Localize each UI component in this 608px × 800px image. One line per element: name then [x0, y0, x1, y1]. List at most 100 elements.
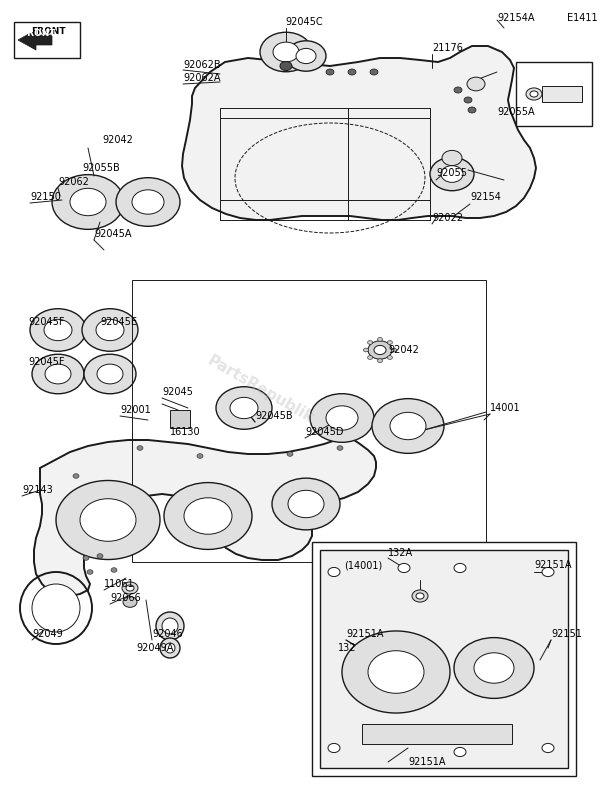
Ellipse shape — [454, 563, 466, 573]
Text: 92062A: 92062A — [183, 73, 221, 83]
Text: 92045E: 92045E — [100, 317, 137, 327]
Ellipse shape — [87, 570, 93, 574]
Ellipse shape — [342, 631, 450, 713]
Ellipse shape — [164, 482, 252, 550]
Ellipse shape — [368, 356, 373, 359]
Bar — [542, 86, 582, 102]
Ellipse shape — [260, 32, 312, 72]
Text: 92143: 92143 — [22, 485, 53, 495]
Ellipse shape — [132, 190, 164, 214]
Bar — [320, 550, 568, 768]
Text: 92049: 92049 — [32, 629, 63, 639]
Ellipse shape — [398, 563, 410, 573]
Ellipse shape — [454, 747, 466, 757]
Text: 92045F: 92045F — [28, 317, 64, 327]
Ellipse shape — [84, 354, 136, 394]
Text: 132A: 132A — [388, 548, 413, 558]
Text: 16130: 16130 — [170, 427, 201, 437]
Bar — [516, 62, 592, 126]
Text: 92045C: 92045C — [285, 17, 323, 27]
Text: 92151A: 92151A — [346, 629, 384, 639]
Ellipse shape — [296, 48, 316, 64]
Ellipse shape — [73, 474, 79, 478]
Text: 11061: 11061 — [104, 579, 134, 589]
Ellipse shape — [441, 166, 463, 182]
Text: 92055: 92055 — [436, 168, 467, 178]
Ellipse shape — [378, 358, 382, 362]
Bar — [14, 22, 80, 58]
Ellipse shape — [272, 478, 340, 530]
Ellipse shape — [454, 638, 534, 698]
Text: E1411: E1411 — [567, 13, 598, 23]
Ellipse shape — [165, 643, 175, 653]
Ellipse shape — [326, 406, 358, 430]
Text: 92001: 92001 — [120, 405, 151, 415]
Ellipse shape — [364, 348, 368, 352]
Polygon shape — [182, 46, 536, 220]
Ellipse shape — [126, 585, 134, 591]
Ellipse shape — [387, 341, 392, 344]
Ellipse shape — [530, 91, 538, 97]
Text: 92151: 92151 — [551, 629, 582, 639]
Text: 92042: 92042 — [388, 345, 419, 355]
Ellipse shape — [80, 498, 136, 542]
Text: 92055A: 92055A — [497, 107, 534, 117]
Ellipse shape — [328, 743, 340, 753]
Text: FRONT: FRONT — [30, 27, 65, 37]
Text: 92045: 92045 — [162, 387, 193, 397]
Ellipse shape — [368, 341, 373, 344]
Text: PartsRepublik: PartsRepublik — [204, 354, 316, 426]
Ellipse shape — [468, 107, 476, 113]
Bar — [312, 542, 576, 776]
Ellipse shape — [337, 446, 343, 450]
Ellipse shape — [474, 653, 514, 683]
Bar — [132, 280, 486, 562]
Ellipse shape — [30, 309, 86, 351]
Ellipse shape — [392, 348, 396, 352]
Ellipse shape — [372, 398, 444, 454]
Ellipse shape — [122, 582, 138, 594]
Ellipse shape — [412, 590, 428, 602]
Ellipse shape — [97, 364, 123, 384]
Ellipse shape — [368, 341, 392, 359]
Text: 92066: 92066 — [110, 593, 140, 603]
Ellipse shape — [52, 174, 124, 230]
Ellipse shape — [348, 69, 356, 75]
Text: 132: 132 — [338, 643, 356, 653]
Text: 92150: 92150 — [30, 192, 61, 202]
Ellipse shape — [230, 398, 258, 418]
Text: 92062B: 92062B — [183, 60, 221, 70]
Text: 21176: 21176 — [432, 43, 463, 53]
Ellipse shape — [197, 454, 203, 458]
Ellipse shape — [326, 69, 334, 75]
Ellipse shape — [378, 338, 382, 342]
Polygon shape — [34, 438, 376, 596]
Ellipse shape — [97, 554, 103, 558]
Ellipse shape — [216, 386, 272, 430]
Ellipse shape — [288, 490, 324, 518]
Ellipse shape — [287, 452, 293, 456]
Text: 14001: 14001 — [490, 403, 520, 413]
Ellipse shape — [416, 593, 424, 599]
Ellipse shape — [32, 584, 80, 632]
Text: 92151A: 92151A — [534, 560, 572, 570]
Ellipse shape — [542, 743, 554, 753]
Ellipse shape — [137, 446, 143, 450]
Text: 92045B: 92045B — [255, 411, 292, 421]
Ellipse shape — [310, 394, 374, 442]
Ellipse shape — [162, 618, 178, 634]
Ellipse shape — [430, 158, 474, 190]
Bar — [170, 410, 190, 428]
Ellipse shape — [374, 346, 386, 354]
Ellipse shape — [111, 568, 117, 572]
Text: 92045D: 92045D — [305, 427, 344, 437]
Ellipse shape — [123, 597, 137, 607]
Text: 92154A: 92154A — [497, 13, 534, 23]
Ellipse shape — [83, 556, 89, 560]
Text: 92045F: 92045F — [28, 357, 64, 367]
Text: FRONT: FRONT — [21, 30, 55, 38]
Ellipse shape — [96, 319, 124, 341]
Text: 92151A: 92151A — [408, 757, 446, 767]
Ellipse shape — [82, 309, 138, 351]
Text: 92154: 92154 — [470, 192, 501, 202]
